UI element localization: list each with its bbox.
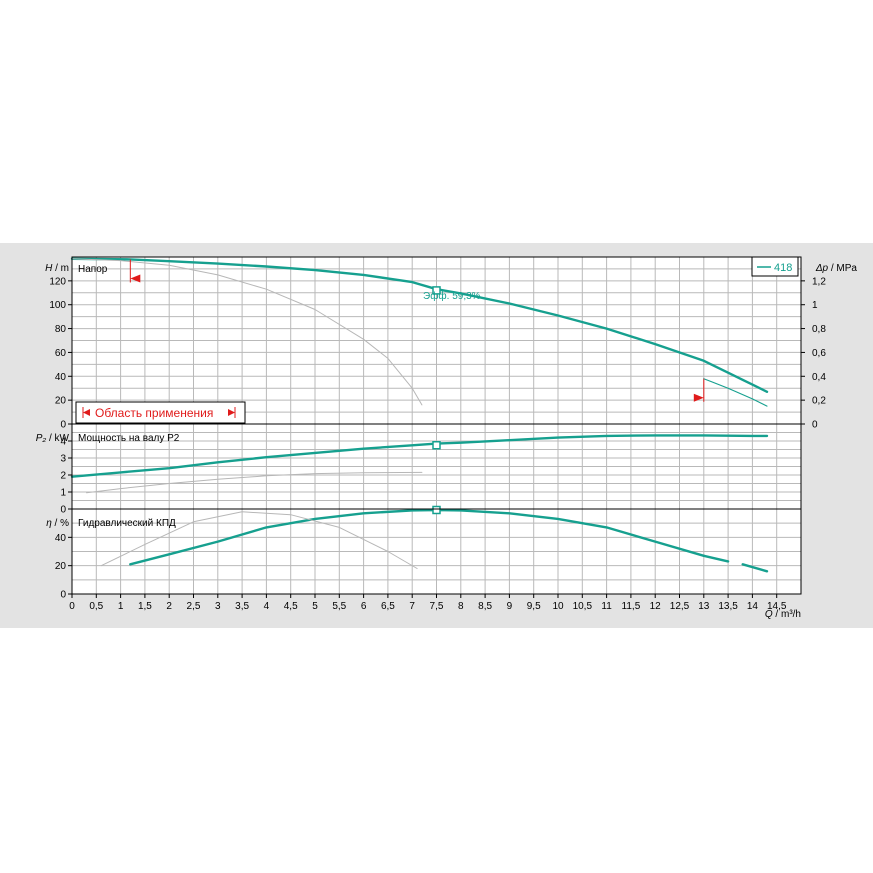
efficiency-panel-label: Гидравлический КПД [78, 518, 176, 529]
x-tick-label: 4 [264, 601, 270, 612]
power-curve-reference [86, 471, 423, 494]
x-tick-label: 8,5 [478, 601, 492, 612]
efficiency-curve-reference [100, 511, 418, 569]
pressure-ylabel: Δp / MPa [815, 263, 858, 274]
x-tick-label: 6,5 [381, 601, 395, 612]
x-tick-label: 2 [166, 601, 172, 612]
power-ylabel: P₂ / kW [36, 433, 70, 444]
efficiency-curve [129, 508, 705, 566]
x-tick-label: 14,5 [767, 601, 787, 612]
x-tick-label: 7 [409, 601, 415, 612]
y-tick-label: 0 [60, 420, 66, 431]
y-tick-label: 0 [60, 505, 66, 516]
x-tick-label: 12 [650, 601, 662, 612]
y-tick-label: 20 [55, 561, 67, 572]
y2-tick-label: 0,4 [812, 372, 826, 383]
tick-labels: 020406080100120012340204000,20,40,60,811… [49, 276, 826, 612]
legend: 418 [751, 256, 799, 277]
y2-tick-label: 1,2 [812, 276, 826, 287]
range-limit-arrow [130, 274, 141, 283]
operating-point-marker [432, 286, 441, 295]
power-panel-label: Мощность на валу P2 [78, 433, 180, 444]
y-tick-label: 40 [55, 533, 67, 544]
flow-xlabel: Q / m³/h [765, 609, 801, 620]
x-tick-label: 5 [312, 601, 318, 612]
y2-tick-label: 0,8 [812, 324, 826, 335]
x-tick-label: 9 [507, 601, 513, 612]
range-arrow-left [83, 409, 90, 416]
y2-tick-label: 0,2 [812, 396, 826, 407]
legend-box [751, 256, 799, 277]
curves [70, 257, 769, 573]
y-tick-label: 60 [55, 348, 67, 359]
operating-point-marker [432, 441, 441, 450]
y-tick-label: 20 [55, 396, 67, 407]
x-tick-label: 6 [361, 601, 367, 612]
labels: Напор Мощность на валу P2 Гидравлический… [36, 256, 858, 620]
head-curve [703, 378, 768, 407]
x-tick-label: 8 [458, 601, 464, 612]
efficiency-ylabel: η / % [46, 518, 69, 529]
x-tick-label: 13,5 [718, 601, 738, 612]
x-tick-label: 12,5 [670, 601, 690, 612]
y2-tick-label: 1 [812, 300, 818, 311]
head-ylabel: H / m [45, 263, 69, 274]
x-tick-label: 10,5 [573, 601, 593, 612]
y-tick-label: 3 [60, 454, 66, 465]
range-limit-arrow [693, 393, 704, 402]
efficiency-curve [741, 563, 769, 573]
y-tick-label: 120 [49, 276, 66, 287]
y-tick-label: 80 [55, 324, 67, 335]
application-range-frame [75, 401, 246, 424]
y-tick-label: 1 [60, 488, 66, 499]
range-arrow-right [228, 409, 235, 416]
y-tick-label: 40 [55, 372, 67, 383]
x-tick-label: 5,5 [332, 601, 346, 612]
application-range-box: Область применения [75, 401, 246, 424]
y2-tick-label: 0,6 [812, 348, 826, 359]
x-tick-label: 4,5 [284, 601, 298, 612]
x-tick-label: 11 [601, 601, 612, 612]
head-panel-label: Напор [78, 264, 108, 275]
x-tick-label: 1 [118, 601, 124, 612]
y-tick-label: 4 [60, 437, 66, 448]
x-tick-label: 10 [552, 601, 564, 612]
y2-tick-label: 0 [812, 420, 818, 431]
x-tick-label: 11,5 [622, 601, 641, 612]
legend-label: 418 [774, 262, 792, 274]
x-tick-label: 1,5 [138, 601, 152, 612]
x-tick-label: 9,5 [527, 601, 541, 612]
y-tick-label: 2 [60, 471, 66, 482]
head-curve [70, 257, 769, 394]
y-tick-label: 0 [60, 590, 66, 601]
x-tick-label: 3 [215, 601, 221, 612]
application-range-label: Область применения [95, 406, 213, 420]
efficiency-curve [702, 554, 730, 563]
operating-point-marker [432, 505, 441, 515]
efficiency-annotation: Эфф. 59,3% [423, 290, 481, 302]
grid-lines [72, 257, 801, 594]
y-tick-label: 100 [49, 300, 66, 311]
x-tick-label: 3,5 [235, 601, 249, 612]
x-tick-label: 14 [747, 601, 759, 612]
x-tick-label: 13 [698, 601, 710, 612]
x-tick-label: 7,5 [430, 601, 444, 612]
pump-chart-panel: Напор Мощность на валу P2 Гидравлический… [0, 243, 873, 628]
x-tick-label: 0,5 [89, 601, 103, 612]
x-tick-label: 2,5 [187, 601, 201, 612]
head-curve-reference [71, 258, 423, 406]
pump-curve-chart: Напор Мощность на валу P2 Гидравлический… [36, 256, 858, 620]
x-tick-label: 0 [69, 601, 75, 612]
